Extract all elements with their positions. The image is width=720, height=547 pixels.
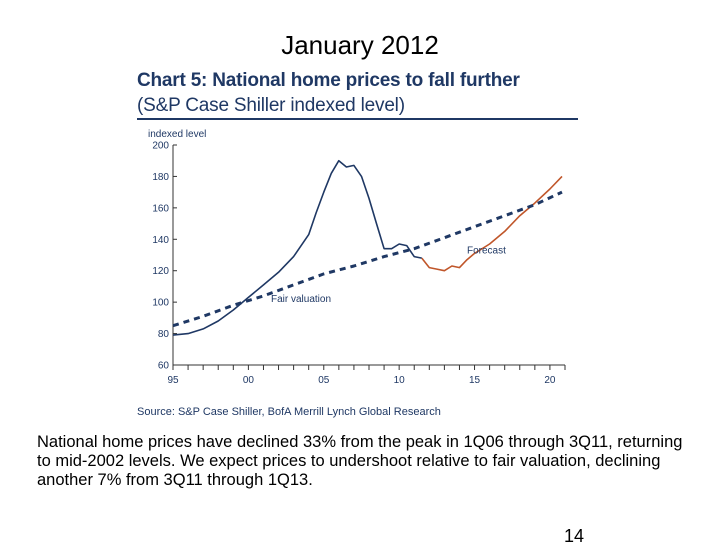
slide-caption: National home prices have declined 33% f… (37, 433, 683, 489)
chart-title: Chart 5: National home prices to fall fu… (137, 70, 520, 91)
x-tick-label: 15 (469, 375, 481, 386)
series-line-2 (172, 190, 563, 328)
y-tick-label: 200 (152, 141, 169, 152)
annotation-label-1: Fair valuation (271, 294, 331, 305)
slide-title: January 2012 (281, 30, 439, 60)
x-tick-label: 05 (318, 375, 330, 386)
series-line-1 (421, 175, 563, 272)
y-tick-label: 140 (152, 235, 169, 246)
y-tick-label: 180 (152, 172, 169, 183)
y-tick-label: 120 (152, 266, 169, 277)
series-line-0 (172, 159, 422, 336)
chart-annotation-layer: Forecast Fair valuation (271, 245, 506, 305)
chart-series-layer (172, 159, 563, 336)
x-tick-label: 00 (243, 375, 255, 386)
line-chart: indexed level 60 80 100 120 140 160 180 200 95 00 0… (148, 129, 566, 386)
y-tick-label: 100 (152, 298, 169, 309)
y-tick-label: 160 (152, 203, 169, 214)
chart-source: Source: S&P Case Shiller, BofA Merrill L… (137, 406, 441, 418)
y-tick-label: 80 (158, 329, 170, 340)
x-tick-label: 10 (394, 375, 406, 386)
x-tick-label: 20 (544, 375, 556, 386)
page-number: 14 (564, 526, 585, 546)
annotation-label-0: Forecast (467, 245, 506, 256)
y-axis-label: indexed level (148, 129, 206, 140)
chart-subtitle: (S&P Case Shiller indexed level) (137, 95, 405, 116)
y-tick-label: 60 (158, 361, 170, 372)
chart-axes: indexed level 60 80 100 120 140 160 180 200 95 00 0… (148, 129, 566, 386)
x-tick-label: 95 (167, 375, 179, 386)
chart-title-rule (137, 118, 578, 120)
